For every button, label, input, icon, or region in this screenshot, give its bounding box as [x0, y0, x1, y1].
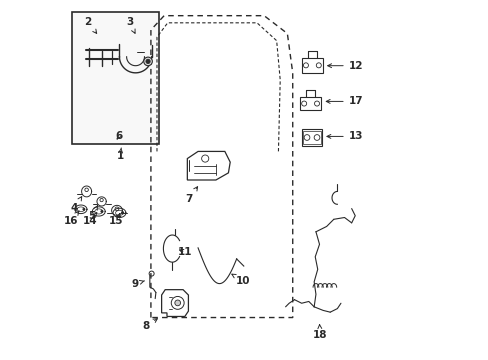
Text: 18: 18	[312, 324, 327, 341]
Text: 1: 1	[116, 148, 123, 161]
Text: 13: 13	[326, 131, 363, 141]
Text: 15: 15	[108, 213, 123, 226]
Text: 2: 2	[84, 17, 97, 33]
Text: 11: 11	[178, 247, 192, 257]
Bar	[301, 129, 322, 146]
Text: 6: 6	[115, 131, 122, 141]
Circle shape	[145, 59, 150, 64]
Text: 17: 17	[325, 96, 363, 107]
Bar	[299, 97, 321, 111]
Text: 10: 10	[231, 274, 249, 286]
Bar	[303, 131, 320, 144]
Text: 8: 8	[142, 319, 157, 332]
Circle shape	[122, 212, 123, 214]
Text: 14: 14	[82, 213, 97, 226]
Circle shape	[175, 300, 180, 306]
Text: 12: 12	[327, 61, 363, 71]
Text: 16: 16	[64, 211, 79, 226]
Bar	[72, 12, 159, 144]
Circle shape	[101, 210, 103, 213]
Bar	[301, 58, 323, 73]
Text: 7: 7	[185, 187, 197, 203]
Text: 5: 5	[88, 206, 98, 221]
Text: 9: 9	[132, 279, 144, 289]
Text: 4: 4	[71, 197, 81, 213]
Circle shape	[82, 208, 85, 210]
Text: 3: 3	[125, 17, 135, 33]
Circle shape	[143, 57, 152, 66]
